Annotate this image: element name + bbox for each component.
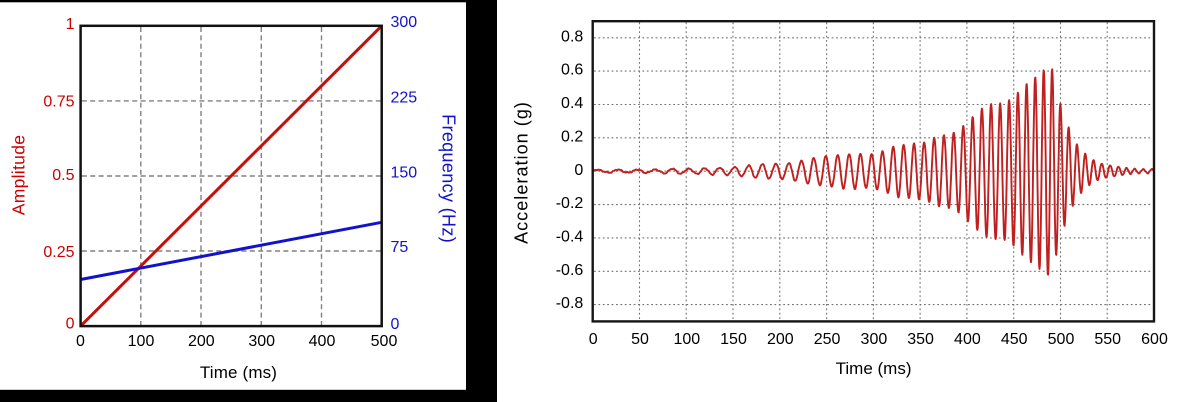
svg-text:0: 0	[589, 331, 598, 348]
svg-text:500: 500	[1048, 331, 1075, 348]
svg-text:Acceleration (g): Acceleration (g)	[512, 101, 532, 244]
svg-text:225: 225	[391, 90, 418, 107]
svg-text:100: 100	[673, 331, 700, 348]
svg-text:500: 500	[371, 333, 398, 350]
svg-text:300: 300	[391, 14, 418, 31]
svg-text:0.2: 0.2	[561, 128, 583, 145]
svg-text:1: 1	[66, 16, 75, 33]
svg-text:-0.6: -0.6	[556, 262, 584, 279]
svg-text:0: 0	[391, 316, 400, 333]
svg-text:75: 75	[391, 239, 409, 256]
svg-text:0: 0	[66, 316, 75, 333]
svg-text:Frequency (Hz): Frequency (Hz)	[439, 114, 459, 243]
svg-text:400: 400	[954, 331, 981, 348]
svg-text:250: 250	[814, 331, 841, 348]
svg-text:-0.8: -0.8	[556, 295, 584, 312]
svg-text:Time (ms): Time (ms)	[200, 363, 277, 382]
svg-text:0.4: 0.4	[561, 95, 583, 112]
svg-text:0.6: 0.6	[561, 62, 583, 79]
svg-text:0: 0	[76, 333, 85, 350]
svg-text:600: 600	[1141, 331, 1168, 348]
svg-text:0: 0	[574, 162, 583, 179]
svg-text:150: 150	[720, 331, 747, 348]
svg-text:150: 150	[391, 165, 418, 182]
svg-text:0.75: 0.75	[43, 94, 74, 111]
svg-text:-0.4: -0.4	[556, 229, 584, 246]
svg-text:300: 300	[861, 331, 888, 348]
svg-text:200: 200	[767, 331, 794, 348]
svg-text:Time (ms): Time (ms)	[836, 359, 912, 378]
svg-text:0.8: 0.8	[561, 28, 583, 45]
svg-text:50: 50	[631, 331, 649, 348]
svg-text:-0.2: -0.2	[556, 195, 584, 212]
svg-text:0.5: 0.5	[52, 167, 74, 184]
svg-text:450: 450	[1001, 331, 1028, 348]
svg-text:100: 100	[128, 333, 155, 350]
svg-text:0.25: 0.25	[43, 244, 74, 261]
svg-text:400: 400	[309, 333, 336, 350]
svg-text:200: 200	[188, 333, 215, 350]
svg-text:550: 550	[1094, 331, 1121, 348]
svg-text:Amplitude: Amplitude	[9, 135, 29, 216]
svg-text:300: 300	[248, 333, 275, 350]
svg-text:350: 350	[907, 331, 934, 348]
